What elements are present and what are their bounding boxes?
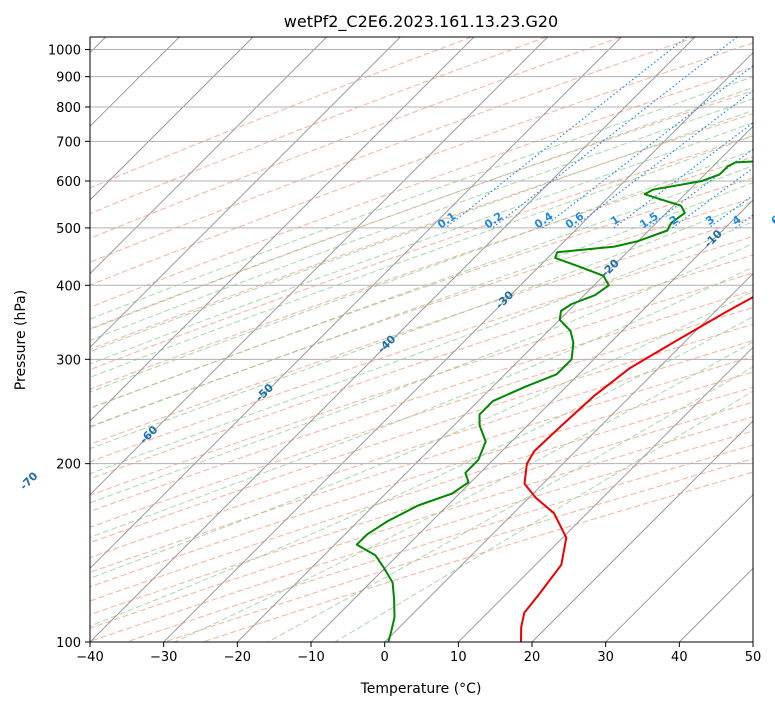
x-tick-label: 0 bbox=[381, 650, 389, 665]
x-tick-label: 30 bbox=[597, 650, 614, 665]
x-tick-label: 40 bbox=[671, 650, 688, 665]
y-axis-label: Pressure (hPa) bbox=[13, 290, 29, 390]
x-tick-label: −30 bbox=[150, 650, 177, 665]
x-tick-label: 10 bbox=[450, 650, 467, 665]
x-axis-label: Temperature (°C) bbox=[360, 681, 482, 697]
y-tick-label: 300 bbox=[56, 353, 81, 368]
chart-title: wetPf2_C2E6.2023.161.13.23.G20 bbox=[284, 12, 558, 32]
y-tick-label: 1000 bbox=[48, 44, 81, 59]
x-tick-label: 50 bbox=[745, 650, 762, 665]
x-tick-label: 20 bbox=[524, 650, 541, 665]
x-tick-label: −40 bbox=[76, 650, 103, 665]
y-tick-label: 600 bbox=[56, 175, 81, 190]
x-tick-label: −20 bbox=[224, 650, 251, 665]
y-tick-label: 700 bbox=[56, 135, 81, 150]
y-tick-label: 500 bbox=[56, 222, 81, 237]
y-tick-label: 200 bbox=[56, 458, 81, 473]
x-tick-label: −10 bbox=[297, 650, 324, 665]
y-tick-label: 800 bbox=[56, 101, 81, 116]
y-tick-label: 900 bbox=[56, 71, 81, 86]
y-tick-label: 400 bbox=[56, 279, 81, 294]
y-tick-label: 100 bbox=[56, 636, 81, 651]
